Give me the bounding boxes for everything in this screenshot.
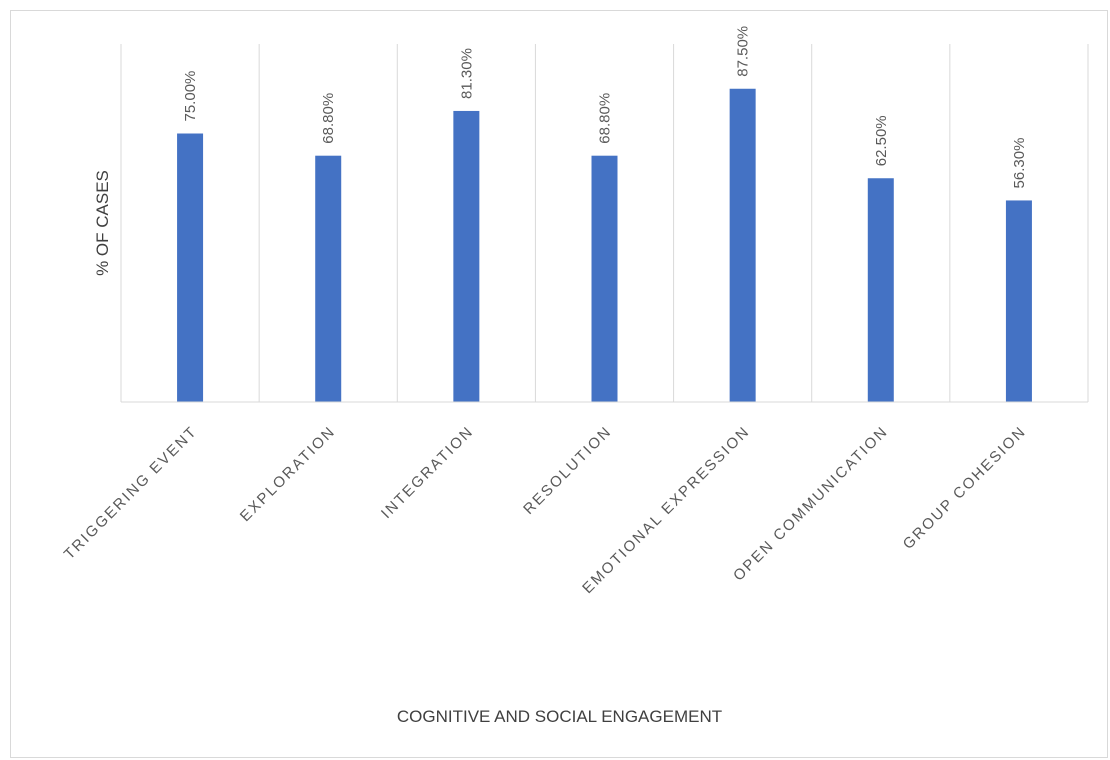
data-label: 68.80% xyxy=(597,93,614,144)
y-axis-title: % OF CASES xyxy=(93,170,112,276)
data-label: 62.50% xyxy=(873,115,890,166)
bar xyxy=(1005,200,1032,402)
bar xyxy=(177,133,204,402)
grid-lines xyxy=(120,44,1089,402)
bar xyxy=(591,155,618,402)
x-tick-labels: TRIGGERING EVENT EXPLORATION INTEGRATION RE… xyxy=(61,423,1030,597)
bar xyxy=(315,155,342,402)
x-axis-title: COGNITIVE AND SOCIAL ENGAGEMENT xyxy=(397,707,722,726)
data-label: 75.00% xyxy=(182,71,199,122)
data-label: 68.80% xyxy=(320,93,337,144)
data-label: 81.30% xyxy=(458,48,475,99)
data-label: 87.50% xyxy=(735,26,752,77)
x-tick-label: OPEN COMMUNICATION xyxy=(730,423,892,585)
bar xyxy=(729,88,756,402)
bars xyxy=(177,88,1032,403)
data-labels: 75.00% 68.80% 81.30% 68.80% 87.50% 62.50% 56.3… xyxy=(182,26,1028,189)
bar xyxy=(453,110,480,403)
x-tick-label: EXPLORATION xyxy=(237,423,339,525)
x-tick-label: INTEGRATION xyxy=(378,423,477,522)
x-tick-label: TRIGGERING EVENT xyxy=(61,423,201,563)
x-tick-label: GROUP COHESION xyxy=(900,423,1030,553)
x-tick-label: RESOLUTION xyxy=(520,423,615,518)
bar xyxy=(867,178,894,402)
data-label: 56.30% xyxy=(1011,138,1028,189)
x-tick-label: EMOTIONAL EXPRESSION xyxy=(579,423,753,597)
